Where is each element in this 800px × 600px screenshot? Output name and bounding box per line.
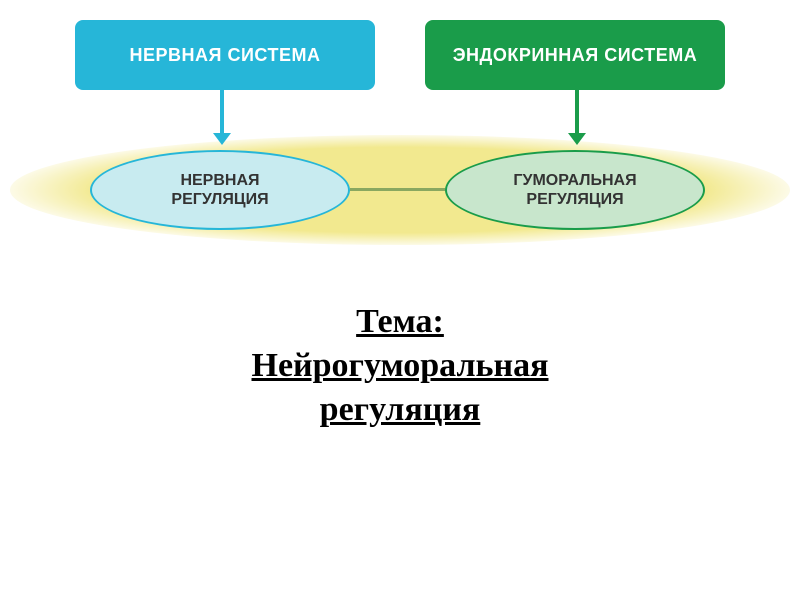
ellipse-label: НЕРВНАЯРЕГУЛЯЦИЯ: [171, 171, 268, 209]
ellipse-neural-regulation: НЕРВНАЯРЕГУЛЯЦИЯ: [90, 150, 350, 230]
top-box-endocrine-system: ЭНДОКРИННАЯ СИСТЕМА: [425, 20, 725, 90]
arrow-down-right: [575, 90, 579, 135]
top-box-nervous-system: НЕРВНАЯ СИСТЕМА: [75, 20, 375, 90]
title-block: Тема: Нейрогуморальная регуляция: [0, 300, 800, 433]
arrow-down-left: [220, 90, 224, 135]
ellipse-humoral-regulation: ГУМОРАЛЬНАЯРЕГУЛЯЦИЯ: [445, 150, 705, 230]
ellipse-label: ГУМОРАЛЬНАЯРЕГУЛЯЦИЯ: [513, 171, 636, 209]
diagram-container: НЕРВНАЯ СИСТЕМА ЭНДОКРИННАЯ СИСТЕМА НЕРВ…: [0, 0, 800, 260]
connector-line: [350, 188, 445, 191]
title-line-2: Нейрогуморальная: [0, 344, 800, 388]
box-label: НЕРВНАЯ СИСТЕМА: [130, 45, 321, 66]
box-label: ЭНДОКРИННАЯ СИСТЕМА: [453, 45, 697, 66]
title-line-1: Тема:: [0, 300, 800, 344]
title-line-3: регуляция: [0, 388, 800, 432]
